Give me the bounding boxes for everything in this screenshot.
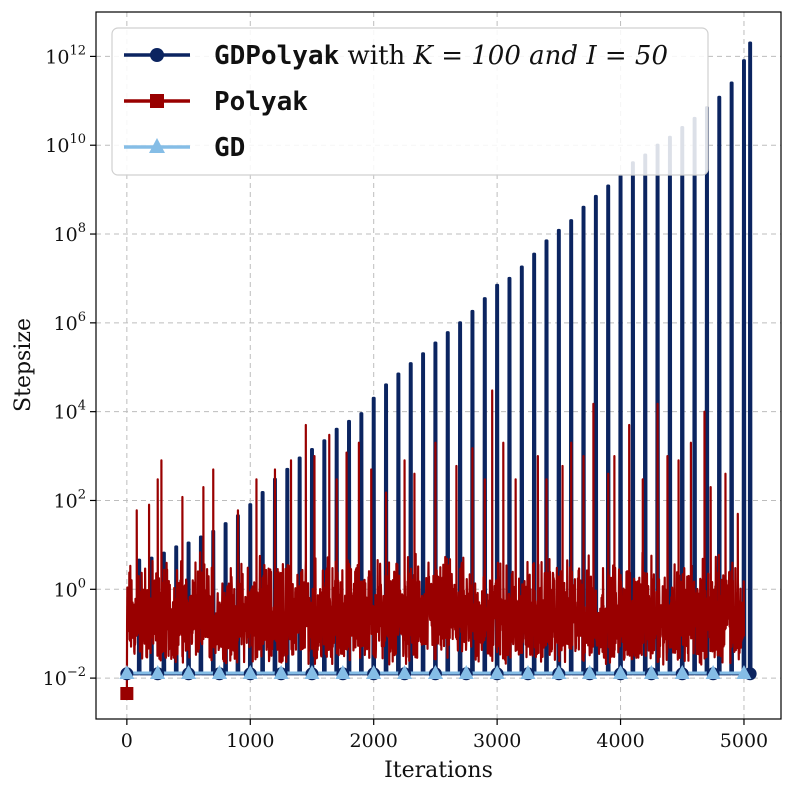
polyak-marker	[120, 687, 134, 701]
gd-marker	[211, 665, 227, 680]
y-tick-label: 108	[54, 221, 86, 246]
gd-marker	[643, 665, 659, 680]
x-tick-label: 3000	[473, 730, 521, 752]
y-tick-label: 102	[54, 487, 86, 512]
legend-label: Polyak	[214, 87, 308, 117]
x-axis-label: Iterations	[384, 758, 493, 783]
gd-marker	[150, 665, 166, 680]
gd-marker	[397, 665, 413, 680]
series-layer	[119, 41, 757, 701]
gd-marker	[551, 665, 567, 680]
x-tick-label: 1000	[226, 730, 274, 752]
gd-marker	[366, 665, 382, 680]
plot-frame	[95, 11, 782, 720]
y-tick-label: 10−2	[43, 665, 86, 690]
gd-marker	[335, 665, 351, 680]
gd-marker	[520, 665, 536, 680]
series-clip-group	[119, 41, 757, 701]
gd-marker	[119, 665, 135, 680]
legend-label: GDPolyak with K = 100 and I = 50	[214, 41, 668, 71]
legend-box	[111, 27, 709, 176]
x-tick-label: 5000	[720, 730, 768, 752]
gd-marker	[582, 665, 598, 680]
y-tick-label: 1010	[45, 132, 86, 157]
legend-marker	[150, 94, 164, 108]
gd-marker	[242, 665, 258, 680]
y-tick-label: 106	[54, 310, 86, 335]
gd-marker	[736, 665, 752, 680]
x-tick-label: 0	[121, 730, 133, 752]
gd-marker	[613, 665, 629, 680]
gd-marker	[181, 665, 197, 680]
legend: GDPolyak with K = 100 and I = 50 Polyak GD	[111, 27, 709, 176]
x-tick-label: 2000	[350, 730, 398, 752]
gd-marker	[427, 665, 443, 680]
legend-label: GD	[214, 133, 245, 163]
gd-marker	[273, 665, 289, 680]
ticks: 0 1000 2000 3000 4000 5000 10−2 100 102 104 106 108…	[43, 43, 769, 752]
legend-marker	[150, 48, 164, 62]
gd-marker	[674, 665, 690, 680]
series-polyak-line	[125, 389, 746, 694]
gd-marker	[458, 665, 474, 680]
y-axis-label: Stepsize	[11, 318, 36, 412]
gd-marker	[489, 665, 505, 680]
y-tick-label: 104	[54, 399, 86, 424]
legend-marker	[149, 138, 165, 153]
gd-marker	[304, 665, 320, 680]
x-tick-label: 4000	[596, 730, 644, 752]
y-tick-label: 1012	[45, 43, 86, 68]
gd-marker	[705, 665, 721, 680]
y-tick-label: 100	[54, 576, 86, 601]
